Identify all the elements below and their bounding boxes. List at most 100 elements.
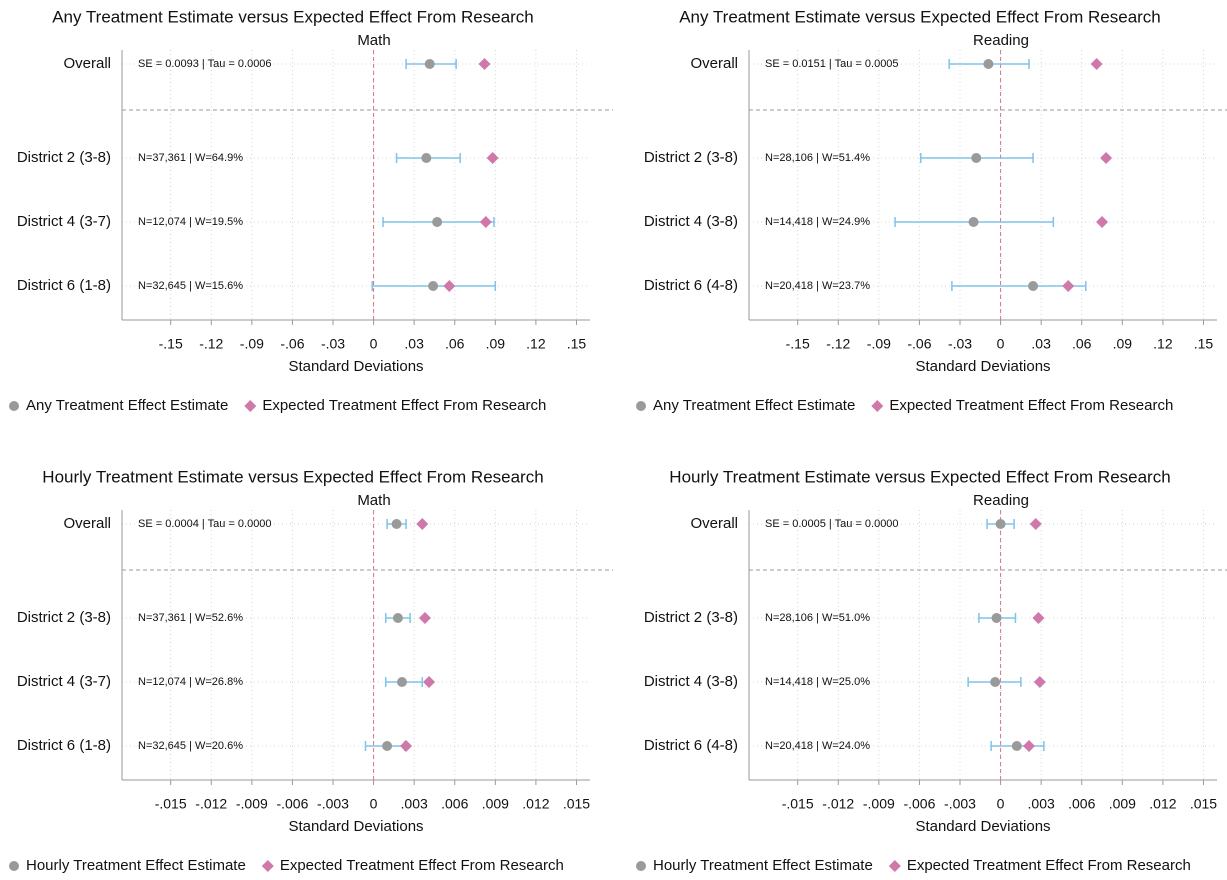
legend-marker (636, 401, 646, 411)
panel: Hourly Treatment Estimate versus Expecte… (636, 467, 1227, 874)
x-tick-label: -.003 (944, 796, 976, 812)
expected-point (1090, 58, 1103, 70)
x-axis-label: Standard Deviations (288, 818, 423, 835)
x-tick-label: .012 (522, 796, 549, 812)
estimate-point (1028, 281, 1039, 291)
estimate-point (424, 59, 435, 69)
x-tick-label: -.009 (236, 796, 268, 812)
row-category: District 2 (3-8) (17, 149, 111, 166)
x-tick-label: -.06 (907, 336, 931, 352)
chart-subtitle: Math (357, 492, 390, 509)
legend-marker (244, 400, 257, 412)
row-annotation: N=37,361 | W=64.9% (138, 152, 243, 164)
x-tick-label: -.03 (948, 336, 972, 352)
row-annotation: N=32,645 | W=15.6% (138, 280, 243, 292)
x-tick-label: -.03 (321, 336, 345, 352)
legend-label: Expected Treatment Effect From Research (262, 397, 546, 414)
row-annotation: SE = 0.0005 | Tau = 0.0000 (765, 518, 899, 530)
row-annotation: N=28,106 | W=51.4% (765, 152, 870, 164)
x-tick-label: -.012 (195, 796, 227, 812)
row-category: District 4 (3-8) (644, 673, 738, 690)
legend-label: Any Treatment Effect Estimate (26, 397, 228, 414)
x-tick-label: .06 (445, 336, 465, 352)
x-tick-label: .012 (1149, 796, 1176, 812)
x-tick-label: -.003 (317, 796, 349, 812)
row-category: Overall (690, 515, 738, 532)
estimate-point (1011, 741, 1022, 751)
row-category: District 4 (3-7) (17, 673, 111, 690)
x-tick-label: .15 (1194, 336, 1214, 352)
expected-point (1100, 152, 1113, 164)
x-tick-label: -.009 (863, 796, 895, 812)
expected-point (416, 518, 429, 530)
estimate-point (990, 677, 1001, 687)
x-tick-label: -.09 (867, 336, 891, 352)
x-tick-label: 0 (997, 336, 1005, 352)
x-axis-label: Standard Deviations (915, 818, 1050, 835)
legend-label: Hourly Treatment Effect Estimate (26, 857, 246, 874)
panel: Hourly Treatment Estimate versus Expecte… (9, 467, 613, 874)
x-axis-label: Standard Deviations (915, 358, 1050, 375)
x-tick-label: .006 (441, 796, 468, 812)
x-tick-label: -.06 (280, 336, 304, 352)
chart-subtitle: Math (357, 32, 390, 49)
expected-point (1022, 740, 1035, 752)
estimate-point (428, 281, 439, 291)
legend-marker (261, 860, 274, 872)
row-annotation: N=20,418 | W=24.0% (765, 740, 870, 752)
row-category: District 6 (4-8) (644, 277, 738, 294)
x-tick-label: .006 (1068, 796, 1095, 812)
row-annotation: SE = 0.0093 | Tau = 0.0006 (138, 58, 272, 70)
x-tick-label: -.15 (786, 336, 810, 352)
x-tick-label: .09 (486, 336, 506, 352)
panel: Any Treatment Estimate versus Expected E… (9, 7, 613, 414)
legend-marker (871, 400, 884, 412)
estimate-point (382, 741, 393, 751)
estimate-point (391, 519, 402, 529)
x-tick-label: .12 (526, 336, 546, 352)
expected-point (478, 58, 491, 70)
expected-point (1062, 280, 1075, 292)
x-tick-label: -.12 (199, 336, 223, 352)
estimate-point (396, 677, 407, 687)
row-annotation: N=37,361 | W=52.6% (138, 612, 243, 624)
x-tick-label: .003 (1028, 796, 1055, 812)
row-category: District 2 (3-8) (17, 609, 111, 626)
x-tick-label: 0 (370, 336, 378, 352)
chart-subtitle: Reading (973, 492, 1029, 509)
estimate-point (971, 153, 982, 163)
expected-point (486, 152, 499, 164)
estimate-point (995, 519, 1006, 529)
row-category: District 6 (1-8) (17, 277, 111, 294)
legend-label: Expected Treatment Effect From Research (889, 397, 1173, 414)
panel: Any Treatment Estimate versus Expected E… (636, 7, 1227, 414)
estimate-point (421, 153, 432, 163)
expected-point (423, 676, 436, 688)
row-annotation: N=14,418 | W=24.9% (765, 216, 870, 228)
row-annotation: N=12,074 | W=19.5% (138, 216, 243, 228)
row-annotation: SE = 0.0004 | Tau = 0.0000 (138, 518, 272, 530)
estimate-point (983, 59, 994, 69)
estimate-point (968, 217, 979, 227)
chart-title: Any Treatment Estimate versus Expected E… (52, 7, 534, 26)
row-category: District 6 (4-8) (644, 737, 738, 754)
expected-point (400, 740, 413, 752)
row-annotation: N=28,106 | W=51.0% (765, 612, 870, 624)
legend-label: Expected Treatment Effect From Research (907, 857, 1191, 874)
expected-point (418, 612, 431, 624)
legend-marker (9, 401, 19, 411)
x-tick-label: .03 (1031, 336, 1051, 352)
row-category: Overall (690, 55, 738, 72)
estimate-point (991, 613, 1002, 623)
x-tick-label: -.006 (903, 796, 935, 812)
row-category: Overall (63, 55, 111, 72)
legend-marker (9, 861, 19, 871)
x-tick-label: -.012 (822, 796, 854, 812)
chart-subtitle: Reading (973, 32, 1029, 49)
x-tick-label: -.015 (155, 796, 187, 812)
x-axis-label: Standard Deviations (288, 358, 423, 375)
legend-marker (636, 861, 646, 871)
x-tick-label: .009 (482, 796, 509, 812)
